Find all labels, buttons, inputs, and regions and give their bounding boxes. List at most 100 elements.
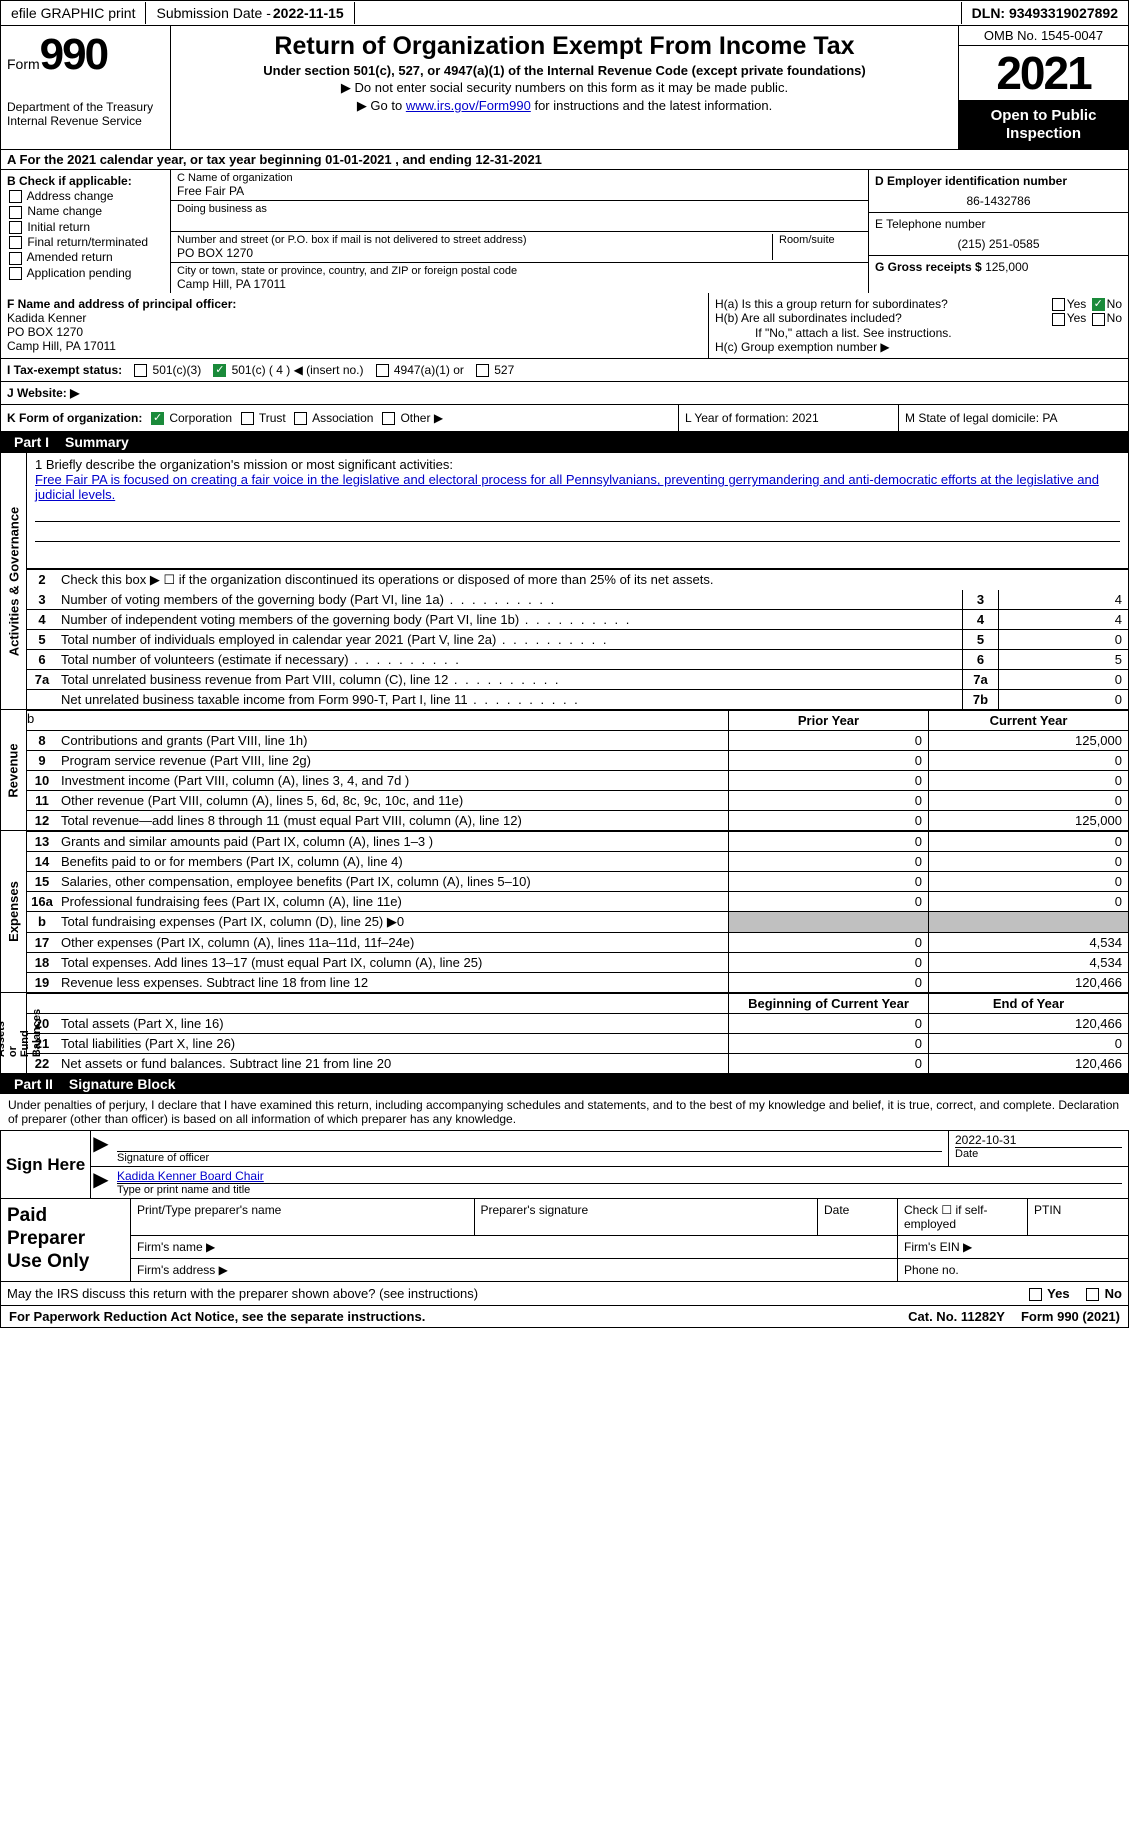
line-desc: Benefits paid to or for members (Part IX… — [57, 852, 728, 871]
dept-label: Department of the Treasury Internal Reve… — [7, 100, 164, 128]
current-val: 0 — [928, 852, 1128, 871]
prior-val: 0 — [728, 852, 928, 871]
current-val: 0 — [928, 832, 1128, 851]
cb-amended-return[interactable]: Amended return — [7, 250, 164, 264]
cb-application-pending[interactable]: Application pending — [7, 266, 164, 280]
arrow-icon: ▶ — [91, 1131, 111, 1166]
irs-link[interactable]: www.irs.gov/Form990 — [406, 98, 531, 113]
cb-501c[interactable] — [213, 364, 226, 377]
prior-val: 0 — [728, 791, 928, 810]
arrow-icon: ▶ — [91, 1167, 111, 1198]
discuss-yes-cb[interactable] — [1029, 1288, 1042, 1301]
hb-no-cb[interactable] — [1092, 313, 1105, 326]
cb-527[interactable] — [476, 364, 489, 377]
line-box: 5 — [962, 630, 998, 649]
addr-label: Number and street (or P.O. box if mail i… — [177, 234, 772, 246]
line-row: 6Total number of volunteers (estimate if… — [27, 649, 1128, 669]
officer-name: Kadida Kenner — [7, 311, 86, 325]
line-desc: Total expenses. Add lines 13–17 (must eq… — [57, 953, 728, 972]
line-num: 15 — [27, 872, 57, 891]
note-goto-pre: ▶ Go to — [357, 98, 406, 113]
submission-date-button[interactable]: Submission Date - 2022-11-15 — [146, 2, 354, 24]
current-val: 0 — [928, 751, 1128, 770]
sig-date-value: 2022-10-31 — [955, 1133, 1122, 1147]
state-domicile: M State of legal domicile: PA — [898, 405, 1128, 431]
declaration-text: Under penalties of perjury, I declare th… — [0, 1094, 1129, 1130]
year-formation: L Year of formation: 2021 — [678, 405, 898, 431]
submission-date-label: Submission Date - — [156, 5, 270, 21]
line-row: 4Number of independent voting members of… — [27, 609, 1128, 629]
part-2-title: Signature Block — [61, 1076, 184, 1092]
current-val: 120,466 — [928, 1014, 1128, 1033]
line-box: 7a — [962, 670, 998, 689]
city-label: City or town, state or province, country… — [177, 265, 862, 277]
dln-label: DLN: — [972, 5, 1009, 21]
cb-name-change[interactable]: Name change — [7, 204, 164, 218]
revenue-section: Revenue b Prior Year Current Year 8Contr… — [0, 710, 1129, 831]
ha-no-cb[interactable] — [1092, 298, 1105, 311]
cb-final-return[interactable]: Final return/terminated — [7, 235, 164, 249]
line-num: 3 — [27, 590, 57, 609]
line-desc: Total liabilities (Part X, line 26) — [57, 1034, 728, 1053]
line-row: 9Program service revenue (Part VIII, lin… — [27, 750, 1128, 770]
prior-val: 0 — [728, 832, 928, 851]
cb-address-change[interactable]: Address change — [7, 189, 164, 203]
line-row: bTotal fundraising expenses (Part IX, co… — [27, 911, 1128, 932]
tax-year: 2021 — [959, 46, 1128, 101]
cat-no: Cat. No. 11282Y — [900, 1306, 1013, 1327]
ha-yes-cb[interactable] — [1052, 298, 1065, 311]
line-row: Net unrelated business taxable income fr… — [27, 689, 1128, 709]
line-desc: Contributions and grants (Part VIII, lin… — [57, 731, 728, 750]
line-row: 7aTotal unrelated business revenue from … — [27, 669, 1128, 689]
line-desc: Number of voting members of the governin… — [57, 590, 962, 609]
discuss-row: May the IRS discuss this return with the… — [0, 1282, 1129, 1306]
line-desc: Investment income (Part VIII, column (A)… — [57, 771, 728, 790]
cb-corp[interactable] — [151, 412, 164, 425]
line-desc: Professional fundraising fees (Part IX, … — [57, 892, 728, 911]
line-num: b — [27, 912, 57, 932]
prior-val: 0 — [728, 1014, 928, 1033]
discuss-no-cb[interactable] — [1086, 1288, 1099, 1301]
line-val: 0 — [998, 690, 1128, 709]
paid-preparer-block: Paid Preparer Use Only Print/Type prepar… — [0, 1199, 1129, 1282]
part-1-title: Summary — [57, 434, 137, 450]
line-box: 4 — [962, 610, 998, 629]
cb-assoc[interactable] — [294, 412, 307, 425]
ha-label: H(a) Is this a group return for subordin… — [715, 297, 948, 311]
expenses-section: Expenses 13Grants and similar amounts pa… — [0, 831, 1129, 993]
col-beginning: Beginning of Current Year — [728, 994, 928, 1013]
form-number: Form 990 — [7, 30, 164, 80]
line-row: 3Number of voting members of the governi… — [27, 590, 1128, 609]
cb-501c3[interactable] — [134, 364, 147, 377]
prior-val: 0 — [728, 953, 928, 972]
cb-trust[interactable] — [241, 412, 254, 425]
officer-addr2: Camp Hill, PA 17011 — [7, 339, 116, 353]
paperwork-notice: For Paperwork Reduction Act Notice, see … — [1, 1306, 900, 1327]
line-row: 8Contributions and grants (Part VIII, li… — [27, 730, 1128, 750]
header-left: Form 990 Department of the Treasury Inte… — [1, 26, 171, 149]
line-num: 19 — [27, 973, 57, 992]
line-num: 11 — [27, 791, 57, 810]
line-val: 5 — [998, 650, 1128, 669]
form-page-label: Form 990 (2021) — [1013, 1306, 1128, 1327]
line-desc: Grants and similar amounts paid (Part IX… — [57, 832, 728, 851]
line-num: 7a — [27, 670, 57, 689]
form-org-label: K Form of organization: — [7, 411, 142, 425]
prior-val: 0 — [728, 933, 928, 952]
efile-print-button[interactable]: efile GRAPHIC print — [1, 2, 146, 24]
ha-no: No — [1107, 297, 1122, 311]
cb-other[interactable] — [382, 412, 395, 425]
cb-initial-return[interactable]: Initial return — [7, 220, 164, 234]
current-val: 125,000 — [928, 811, 1128, 830]
hb-yes-cb[interactable] — [1052, 313, 1065, 326]
section-i: I Tax-exempt status: 501(c)(3) 501(c) ( … — [0, 359, 1129, 382]
cb-4947[interactable] — [376, 364, 389, 377]
gross-label: G Gross receipts $ — [875, 260, 985, 274]
section-j: J Website: ▶ — [0, 382, 1129, 405]
officer-addr1: PO BOX 1270 — [7, 325, 83, 339]
sig-officer-label: Signature of officer — [117, 1151, 942, 1164]
line-num: 10 — [27, 771, 57, 790]
section-klm: K Form of organization: Corporation Trus… — [0, 405, 1129, 432]
line-row: 22Net assets or fund balances. Subtract … — [27, 1053, 1128, 1073]
line-num: 5 — [27, 630, 57, 649]
